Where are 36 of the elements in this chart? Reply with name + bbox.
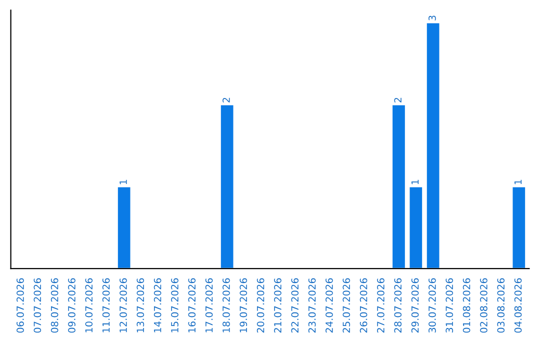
x-tick-label: 31.07.2026 [446,278,454,333]
x-tick-label: 30.07.2026 [428,278,436,333]
x-tick-label: 22.07.2026 [291,278,299,333]
x-tick-label: 18.07.2026 [222,278,230,332]
x-tick-label: 17.07.2026 [205,278,213,332]
x-tick-label: 20.07.2026 [256,278,264,333]
x-tick-label: 06.07.2026 [16,278,24,333]
x-tick-label: 26.07.2026 [360,278,368,333]
x-tick-label: 08.07.2026 [50,278,58,333]
x-tick-label: 15.07.2026 [171,278,178,332]
x-tick-label: 10.07.2026 [85,278,93,332]
x-tick-label: 25.07.2026 [342,278,350,333]
data-label: 1 [412,180,419,184]
x-tick-label: 07.07.2026 [34,278,42,333]
x-tick-label: 11.07.2026 [102,278,110,332]
x-tick-label: 04.08.2026 [514,278,522,333]
data-label: 2 [394,98,402,102]
x-tick-label: 19.07.2026 [240,278,248,332]
data-label: 3 [428,16,436,20]
data-label: 1 [120,180,127,184]
x-tick-label: 03.08.2026 [497,278,505,333]
x-tick-label: 29.07.2026 [411,278,419,333]
x-tick-label: 23.07.2026 [308,278,316,333]
data-label: 2 [222,98,230,102]
x-tick-label: 01.08.2026 [462,278,470,333]
x-tick-label: 24.07.2026 [326,278,333,333]
data-label: 1 [514,180,522,184]
x-tick-label: 09.07.2026 [68,278,76,333]
x-tick-label: 21.07.2026 [274,278,282,333]
x-tick-label: 02.08.2026 [480,278,488,333]
x-tick-label: 13.07.2026 [136,278,144,332]
x-tick-label: 12.07.2026 [120,278,127,332]
x-tick-label: 16.07.2026 [188,278,196,332]
x-tick-label: 28.07.2026 [394,278,402,333]
x-tick-label: 27.07.2026 [377,278,384,333]
x-tick-label: 14.07.2026 [154,278,162,332]
